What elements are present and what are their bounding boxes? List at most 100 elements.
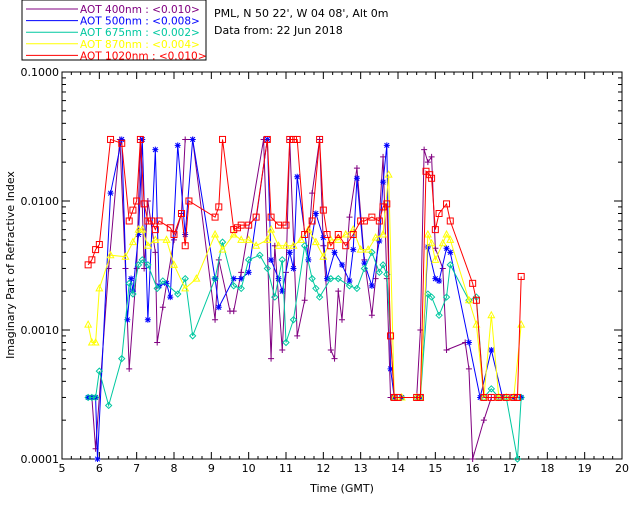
data-point	[121, 252, 130, 260]
data-point	[320, 242, 327, 249]
data-point	[311, 237, 320, 246]
data-point	[244, 256, 253, 264]
data-point	[163, 280, 170, 287]
y-tick-label: 0.1000	[21, 66, 60, 79]
data-point	[189, 136, 196, 143]
data-point	[331, 355, 338, 362]
data-point	[274, 241, 283, 249]
x-tick-label: 17	[503, 462, 517, 475]
data-point	[431, 255, 440, 263]
x-tick-label: 13	[354, 462, 368, 475]
data-point	[464, 295, 473, 304]
x-tick-label: 15	[428, 462, 442, 475]
data-point	[305, 256, 312, 263]
data-point	[282, 338, 290, 347]
x-tick-label: 6	[96, 462, 103, 475]
data-point	[267, 225, 276, 233]
data-point	[282, 221, 290, 229]
series-line	[91, 138, 522, 460]
data-point	[170, 230, 178, 238]
series-layer	[84, 135, 526, 463]
data-point	[346, 277, 353, 284]
data-point	[518, 394, 525, 401]
data-point	[182, 136, 189, 143]
data-point	[159, 277, 167, 285]
data-point	[139, 136, 146, 143]
data-point	[95, 241, 103, 249]
data-point	[188, 332, 197, 340]
data-point	[151, 235, 160, 243]
data-point	[237, 235, 246, 243]
y-axis-label: Imaginary Part of Refractive Index	[4, 171, 17, 359]
data-point	[480, 393, 488, 401]
data-point	[308, 217, 316, 225]
data-point	[371, 233, 380, 241]
data-point	[296, 235, 305, 243]
data-point	[341, 229, 350, 238]
data-point	[428, 174, 436, 182]
data-point	[447, 249, 454, 256]
data-point	[230, 308, 237, 315]
data-point	[134, 261, 143, 269]
data-point	[268, 355, 275, 362]
data-point	[91, 393, 100, 402]
data-point	[379, 229, 388, 238]
data-point	[413, 393, 421, 401]
data-point	[487, 393, 495, 401]
data-point	[278, 256, 286, 264]
data-point	[383, 200, 391, 208]
data-point	[94, 456, 101, 462]
series-aot-675nm	[84, 238, 525, 463]
data-point	[174, 290, 182, 298]
data-point	[494, 392, 503, 401]
x-tick-label: 14	[391, 462, 405, 475]
data-point	[334, 235, 343, 243]
data-point	[263, 135, 271, 143]
data-point	[212, 316, 219, 323]
data-point	[185, 197, 193, 205]
x-tick-label: 10	[242, 462, 256, 475]
date-info: Data from: 22 Jun 2018	[214, 24, 343, 37]
data-point	[368, 248, 376, 257]
series-line	[88, 241, 522, 460]
data-point	[479, 392, 488, 401]
data-point	[426, 171, 434, 179]
data-point	[155, 217, 163, 225]
data-point	[487, 310, 496, 319]
data-point	[372, 275, 379, 282]
data-point	[428, 153, 435, 160]
data-point	[397, 392, 406, 401]
data-point	[469, 279, 477, 287]
data-point	[301, 297, 308, 304]
data-point	[136, 135, 144, 143]
data-point	[267, 213, 275, 221]
data-point	[177, 210, 185, 218]
data-point	[368, 213, 376, 221]
data-point	[140, 200, 148, 208]
data-point	[238, 275, 245, 282]
data-point	[510, 393, 518, 401]
data-point	[144, 316, 151, 323]
data-point	[211, 274, 219, 283]
data-point	[118, 354, 126, 363]
data-point	[320, 234, 327, 241]
data-point	[215, 304, 222, 311]
data-point	[181, 274, 189, 283]
data-point	[215, 203, 223, 211]
legend-label: AOT 500nm : <0.008>	[80, 16, 200, 28]
data-point	[517, 272, 525, 280]
data-point	[323, 230, 331, 238]
data-point	[380, 153, 387, 160]
y-tick-label: 0.0100	[21, 195, 60, 208]
data-point	[387, 332, 395, 340]
data-point	[293, 135, 301, 143]
data-point	[349, 230, 357, 238]
data-point	[339, 261, 345, 268]
data-point	[107, 135, 115, 143]
data-point	[219, 135, 227, 143]
x-tick-label: 19	[578, 462, 592, 475]
data-point	[383, 142, 390, 149]
data-point	[334, 230, 342, 238]
x-tick-label: 20	[615, 462, 629, 475]
x-tick-label: 12	[316, 462, 330, 475]
